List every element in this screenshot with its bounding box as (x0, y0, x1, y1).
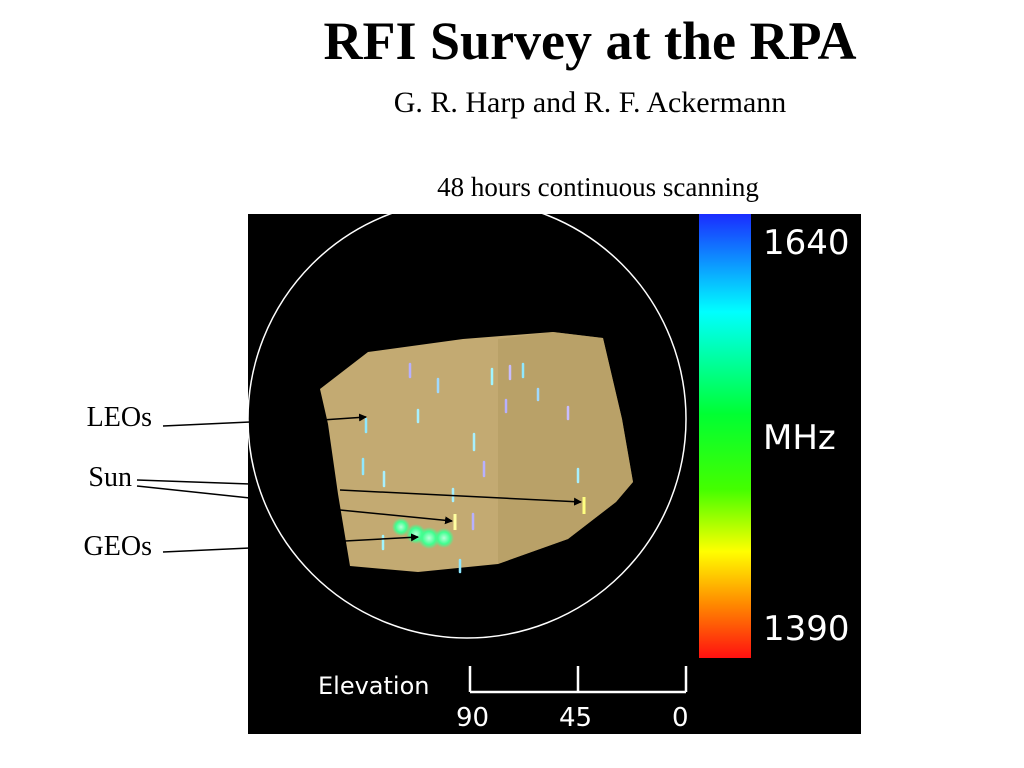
leader-leos-outer (162, 421, 251, 427)
authors: G. R. Harp and R. F. Ackermann (393, 86, 787, 119)
label-geos: GEOs (83, 531, 152, 562)
leader-sun-outer-2 (136, 485, 251, 499)
sky-region-shading (498, 332, 633, 564)
leader-geos-outer (162, 547, 251, 553)
frequency-colorbar (699, 214, 751, 658)
label-sun: Sun (88, 462, 132, 493)
colorbar-max-label: 1640 (763, 223, 850, 263)
colorbar-unit-label: MHz (763, 418, 836, 458)
elevation-tick-45: 45 (559, 703, 592, 733)
elevation-scale-bar (468, 666, 688, 694)
elevation-label: Elevation (318, 672, 429, 700)
horizon-circle (248, 214, 687, 639)
figure-subtitle: 48 hours continuous scanning (437, 172, 759, 202)
page-title: RFI Survey at the RPA (323, 11, 857, 71)
label-leos: LEOs (86, 402, 152, 433)
leader-sun-outer-1 (136, 479, 251, 485)
sky-map-panel: 1640 MHz 1390 Elevation 90 45 0 (248, 214, 861, 734)
elevation-tick-0: 0 (672, 703, 689, 733)
sky-map: 1640 MHz 1390 Elevation 90 45 0 (248, 214, 850, 733)
colorbar-min-label: 1390 (763, 609, 850, 649)
elevation-tick-90: 90 (456, 703, 489, 733)
